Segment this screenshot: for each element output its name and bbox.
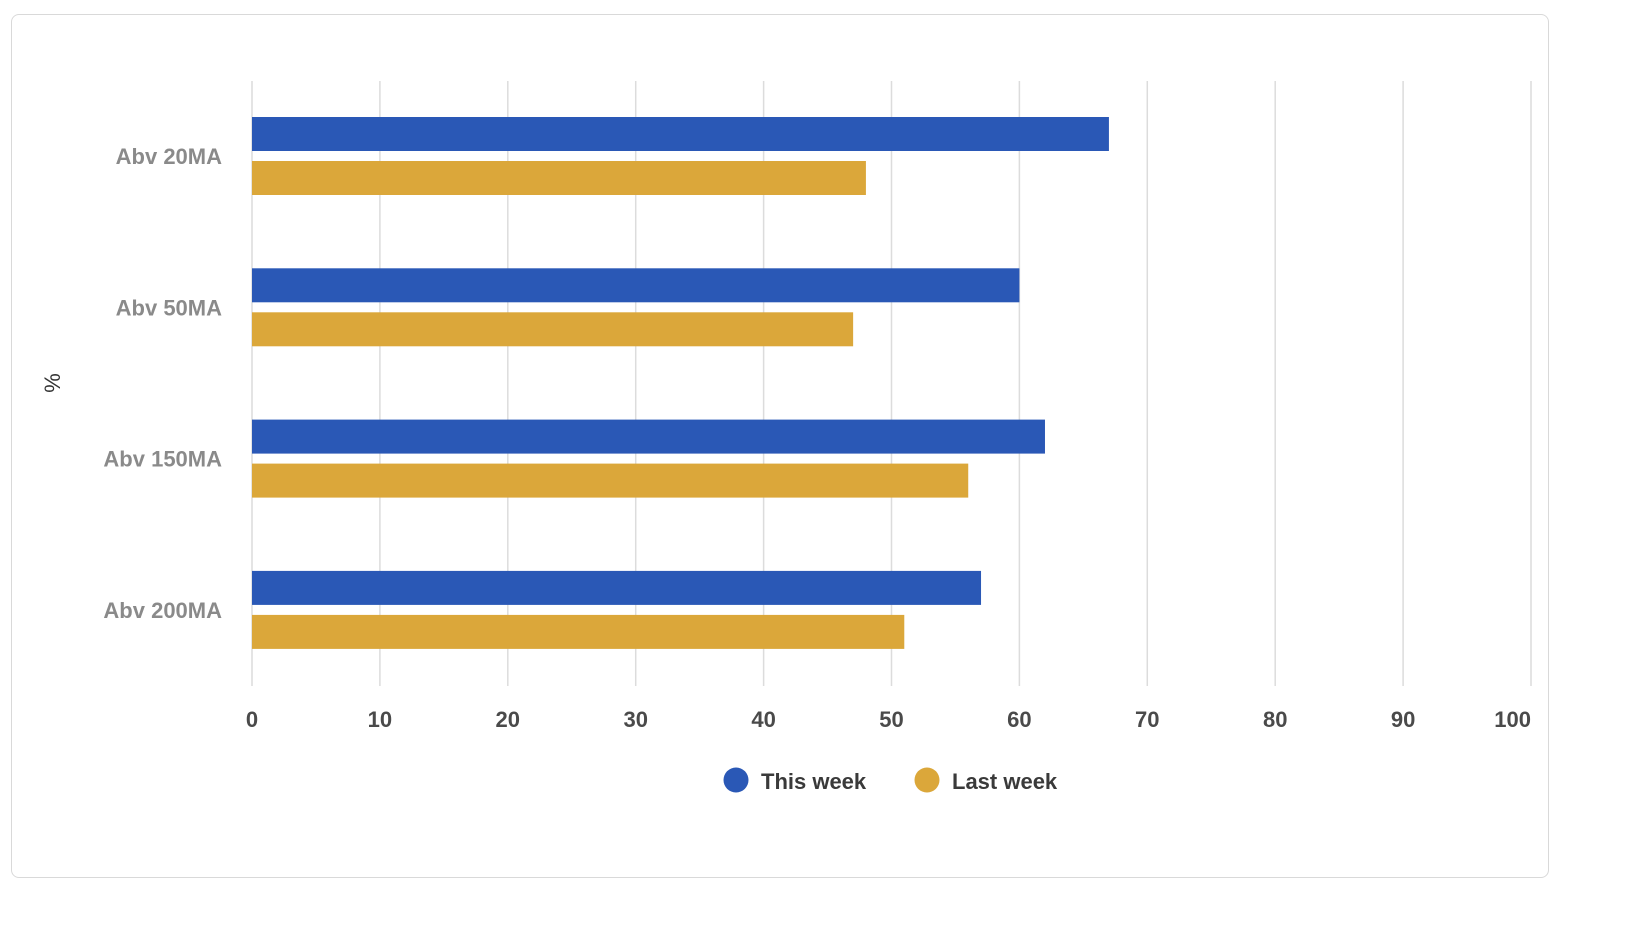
x-tick-label: 100 [1494, 707, 1531, 732]
bar-this-week [252, 419, 1045, 454]
x-tick-label: 0 [246, 707, 258, 732]
legend-label: Last week [952, 769, 1058, 794]
x-tick-label: 20 [496, 707, 520, 732]
x-tick-label: 40 [751, 707, 775, 732]
legend: This week Last week [723, 767, 1058, 794]
bar-this-week [252, 268, 1020, 303]
bar-last-week [252, 312, 854, 347]
x-tick-label: 70 [1135, 707, 1159, 732]
x-tick-label: 10 [368, 707, 392, 732]
bar-last-week [252, 614, 905, 649]
legend-swatch [723, 767, 749, 793]
bar-last-week [252, 463, 969, 498]
x-tick-label: 80 [1263, 707, 1287, 732]
legend-label: This week [761, 769, 867, 794]
category-label: Abv 150MA [103, 447, 222, 472]
x-tick-label: 30 [623, 707, 647, 732]
category-label: Abv 20MA [116, 144, 222, 169]
category-label: Abv 200MA [103, 598, 222, 623]
x-tick-label: 60 [1007, 707, 1031, 732]
x-tick-label: 50 [879, 707, 903, 732]
bar-this-week [252, 117, 1109, 151]
y-axis-title: % [40, 373, 65, 393]
category-labels: Abv 20MA Abv 50MA Abv 150MA Abv 200MA [103, 144, 222, 623]
category-label: Abv 50MA [116, 295, 222, 320]
x-tick-label: 90 [1391, 707, 1415, 732]
x-tick-labels: 0 10 20 30 40 50 60 70 80 90 100 [246, 707, 1531, 732]
bar-last-week [252, 161, 866, 195]
bars [252, 117, 1109, 649]
bar-this-week [252, 570, 982, 605]
legend-swatch [914, 767, 940, 793]
